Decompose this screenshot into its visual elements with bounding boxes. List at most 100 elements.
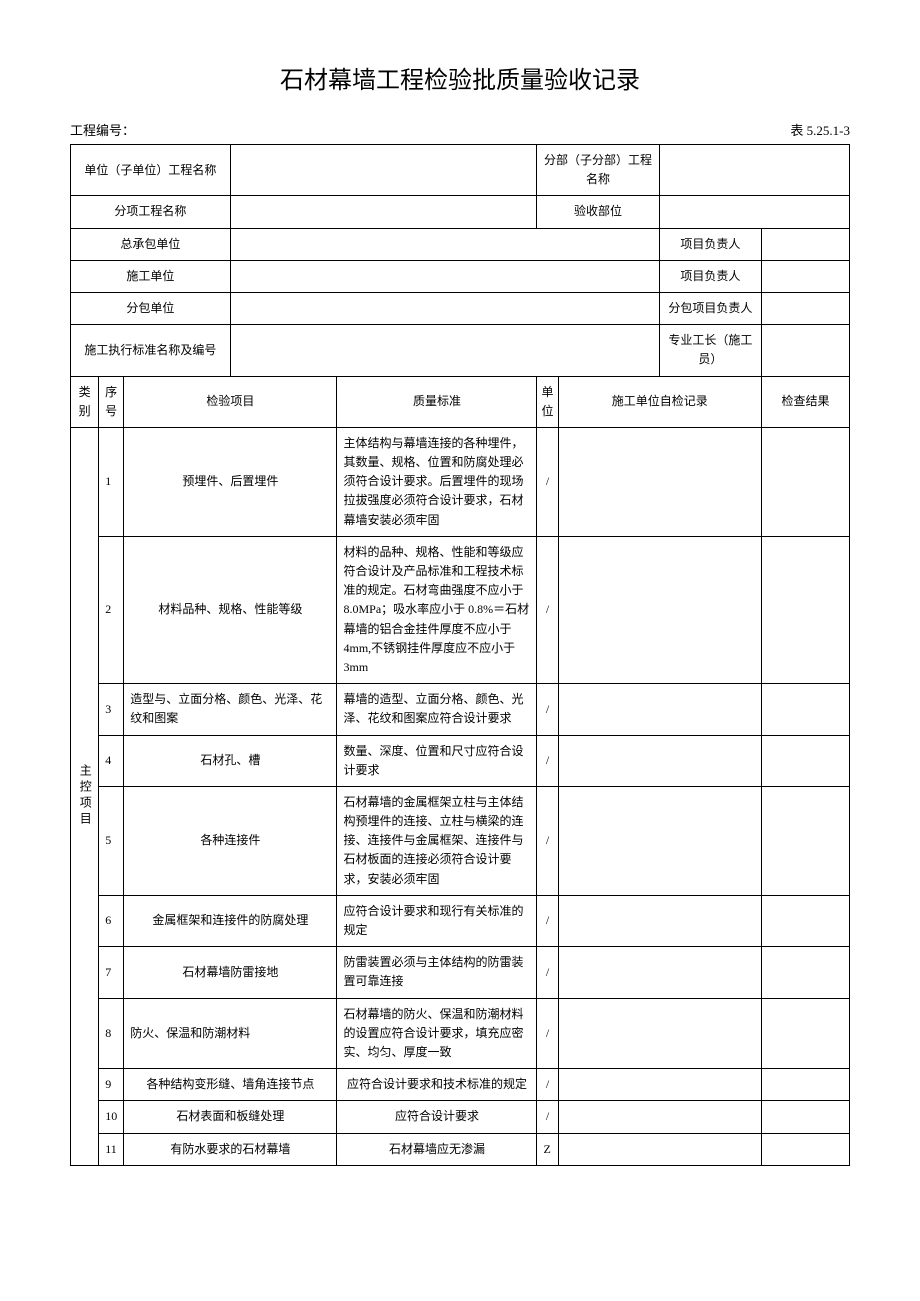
unit-3: /: [537, 684, 558, 735]
standard-9: 应符合设计要求和技术标准的规定: [337, 1069, 537, 1101]
seq-7: 7: [99, 947, 124, 998]
standard-8: 石材幕墙的防火、保温和防潮材料的设置应符合设计要求，填充应密实、均匀、厚度一致: [337, 998, 537, 1069]
column-header-row: 类别 序号 检验项目 质量标准 单位 施工单位自检记录 检查结果: [71, 376, 850, 427]
seq-4: 4: [99, 735, 124, 786]
table-row: 10 石材表面和板缝处理 应符合设计要求 /: [71, 1101, 850, 1133]
division-value: [230, 196, 537, 228]
item-3: 造型与、立面分格、颜色、光泽、花纹和图案: [124, 684, 337, 735]
acceptance-part-label: 验收部位: [537, 196, 659, 228]
seq-3: 3: [99, 684, 124, 735]
project-manager-label-1: 项目负责人: [659, 228, 761, 260]
unit-project-value: [230, 145, 537, 196]
unit-4: /: [537, 735, 558, 786]
result-9: [762, 1069, 850, 1101]
selfcheck-11: [558, 1133, 762, 1165]
header-row-1: 单位（子单位）工程名称 分部（子分部）工程名称: [71, 145, 850, 196]
inspection-table: 单位（子单位）工程名称 分部（子分部）工程名称 分项工程名称 验收部位 总承包单…: [70, 144, 850, 1166]
standard-10: 应符合设计要求: [337, 1101, 537, 1133]
result-3: [762, 684, 850, 735]
item-6: 金属框架和连接件的防腐处理: [124, 895, 337, 946]
col-category: 类别: [71, 376, 99, 427]
sub-project-label: 分部（子分部）工程名称: [537, 145, 659, 196]
table-row: 主控项目 1 预埋件、后置埋件 主体结构与幕墙连接的各种埋件，其数量、规格、位置…: [71, 427, 850, 536]
subcontractor-value: [230, 292, 659, 324]
seq-5: 5: [99, 786, 124, 895]
general-contractor-value: [230, 228, 659, 260]
header-line: 工程编号： 表 5.25.1-3: [70, 120, 850, 139]
standard-1: 主体结构与幕墙连接的各种埋件，其数量、规格、位置和防腐处理必须符合设计要求。后置…: [337, 427, 537, 536]
table-row: 3 造型与、立面分格、颜色、光泽、花纹和图案 幕墙的造型、立面分格、颜色、光泽、…: [71, 684, 850, 735]
acceptance-part-value: [659, 196, 849, 228]
header-row-6: 施工执行标准名称及编号 专业工长（施工员）: [71, 325, 850, 376]
standard-name-value: [230, 325, 659, 376]
foreman-value: [762, 325, 850, 376]
result-5: [762, 786, 850, 895]
foreman-label: 专业工长（施工员）: [659, 325, 761, 376]
result-4: [762, 735, 850, 786]
col-unit: 单位: [537, 376, 558, 427]
col-inspection-item: 检验项目: [124, 376, 337, 427]
standard-5: 石材幕墙的金属框架立柱与主体结构预埋件的连接、立柱与横梁的连接、连接件与金属框架…: [337, 786, 537, 895]
seq-8: 8: [99, 998, 124, 1069]
division-label: 分项工程名称: [71, 196, 231, 228]
seq-2: 2: [99, 536, 124, 683]
result-11: [762, 1133, 850, 1165]
item-11: 有防水要求的石材幕墙: [124, 1133, 337, 1165]
unit-7: /: [537, 947, 558, 998]
standard-2: 材料的品种、规格、性能和等级应符合设计及产品标准和工程技术标准的规定。石材弯曲强…: [337, 536, 537, 683]
table-row: 2 材料品种、规格、性能等级 材料的品种、规格、性能和等级应符合设计及产品标准和…: [71, 536, 850, 683]
standard-11: 石材幕墙应无渗漏: [337, 1133, 537, 1165]
subcontractor-label: 分包单位: [71, 292, 231, 324]
standard-7: 防雷装置必须与主体结构的防雷装置可靠连接: [337, 947, 537, 998]
selfcheck-5: [558, 786, 762, 895]
general-contractor-label: 总承包单位: [71, 228, 231, 260]
result-7: [762, 947, 850, 998]
table-row: 8 防火、保温和防潮材料 石材幕墙的防火、保温和防潮材料的设置应符合设计要求，填…: [71, 998, 850, 1069]
unit-6: /: [537, 895, 558, 946]
standard-6: 应符合设计要求和现行有关标准的规定: [337, 895, 537, 946]
sub-project-value: [659, 145, 849, 196]
col-sequence: 序号: [99, 376, 124, 427]
selfcheck-4: [558, 735, 762, 786]
col-check-result: 检查结果: [762, 376, 850, 427]
seq-11: 11: [99, 1133, 124, 1165]
result-8: [762, 998, 850, 1069]
item-4: 石材孔、槽: [124, 735, 337, 786]
seq-1: 1: [99, 427, 124, 536]
selfcheck-10: [558, 1101, 762, 1133]
seq-9: 9: [99, 1069, 124, 1101]
standard-name-label: 施工执行标准名称及编号: [71, 325, 231, 376]
col-quality-standard: 质量标准: [337, 376, 537, 427]
construction-unit-value: [230, 260, 659, 292]
project-number-label: 工程编号：: [70, 120, 135, 139]
selfcheck-8: [558, 998, 762, 1069]
selfcheck-7: [558, 947, 762, 998]
result-10: [762, 1101, 850, 1133]
unit-1: /: [537, 427, 558, 536]
item-10: 石材表面和板缝处理: [124, 1101, 337, 1133]
project-manager-value-1: [762, 228, 850, 260]
table-row: 7 石材幕墙防雷接地 防雷装置必须与主体结构的防雷装置可靠连接 /: [71, 947, 850, 998]
seq-6: 6: [99, 895, 124, 946]
project-manager-value-2: [762, 260, 850, 292]
result-2: [762, 536, 850, 683]
sub-project-manager-label: 分包项目负责人: [659, 292, 761, 324]
item-9: 各种结构变形缝、墙角连接节点: [124, 1069, 337, 1101]
selfcheck-1: [558, 427, 762, 536]
result-6: [762, 895, 850, 946]
table-row: 5 各种连接件 石材幕墙的金属框架立柱与主体结构预埋件的连接、立柱与横梁的连接、…: [71, 786, 850, 895]
header-row-5: 分包单位 分包项目负责人: [71, 292, 850, 324]
construction-unit-label: 施工单位: [71, 260, 231, 292]
unit-8: /: [537, 998, 558, 1069]
table-row: 9 各种结构变形缝、墙角连接节点 应符合设计要求和技术标准的规定 /: [71, 1069, 850, 1101]
unit-5: /: [537, 786, 558, 895]
category-label: 主控项目: [71, 427, 99, 1165]
unit-11: Z: [537, 1133, 558, 1165]
result-1: [762, 427, 850, 536]
table-row: 11 有防水要求的石材幕墙 石材幕墙应无渗漏 Z: [71, 1133, 850, 1165]
table-number: 表 5.25.1-3: [790, 120, 850, 139]
table-row: 6 金属框架和连接件的防腐处理 应符合设计要求和现行有关标准的规定 /: [71, 895, 850, 946]
header-row-3: 总承包单位 项目负责人: [71, 228, 850, 260]
standard-4: 数量、深度、位置和尺寸应符合设计要求: [337, 735, 537, 786]
page-title: 石材幕墙工程检验批质量验收记录: [70, 60, 850, 95]
